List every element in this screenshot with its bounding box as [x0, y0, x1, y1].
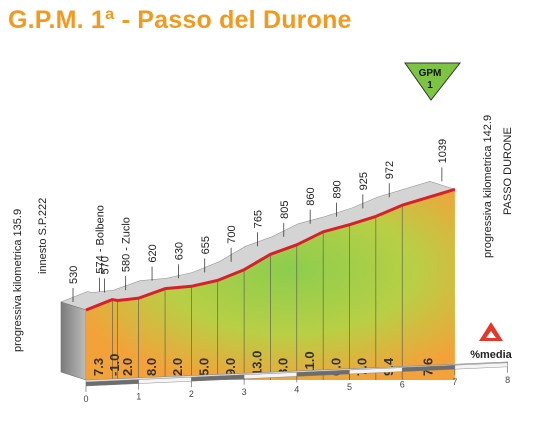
km-tick-label: 3 — [242, 387, 247, 397]
altitude-label: 765 — [252, 210, 264, 228]
logo-triangle-inner-icon — [486, 331, 496, 338]
altitude-label: 1039 — [437, 139, 449, 163]
profile-side-face — [60, 301, 87, 381]
km-tick-label: 2 — [189, 389, 194, 399]
chart-title: G.P.M. 1ª - Passo del Durone — [8, 6, 352, 34]
altitude-label: 630 — [173, 242, 185, 260]
km-tick-label: 8 — [505, 375, 510, 385]
gradient-label: 11.0 — [302, 351, 317, 376]
km-tick-label: 6 — [400, 380, 405, 390]
km-tick-label: 4 — [294, 384, 299, 394]
altitude-label: 530 — [68, 266, 80, 284]
end-annotation-pass: PASSO DURONE — [502, 127, 514, 215]
altitude-label: 620 — [147, 244, 159, 262]
media-logo: %media — [470, 322, 513, 361]
altitude-label: 574 - Bolbeno — [94, 205, 106, 274]
gpm-triangle — [404, 62, 462, 101]
gradient-label: 2.0 — [120, 358, 135, 376]
gradient-label: 2.0 — [170, 358, 185, 376]
altitude-label: 700 — [226, 225, 238, 243]
altitude-label: 570 — [100, 256, 112, 274]
altitude-label: 655 — [200, 236, 212, 254]
km-tick-label: 1 — [136, 392, 141, 402]
altitude-label: 860 — [305, 187, 317, 205]
altitude-label: 890 — [332, 180, 344, 198]
gradient-label: -1.0 — [107, 354, 122, 376]
altitude-label: 925 — [358, 172, 370, 190]
start-annotation-road: innesto S.P.222 — [37, 198, 49, 274]
gradient-label: 9.0 — [223, 358, 238, 376]
km-tick-label: 0 — [83, 394, 88, 404]
km-axis: 0 1 2 3 4 5 6 7 8 — [83, 361, 510, 404]
logo-text: %media — [470, 349, 512, 361]
gpm-label: GPM — [419, 68, 442, 79]
gradient-label: 7.3 — [91, 358, 106, 376]
km-tick-label: 5 — [347, 382, 352, 392]
gradient-label: 5.0 — [197, 358, 212, 376]
start-annotation-km: progressiva kilometrica 135.9 — [12, 209, 24, 352]
altitude-label: 580 - Zuclo — [121, 217, 133, 272]
altitude-label: 805 — [279, 200, 291, 218]
profile-area-group — [60, 181, 456, 381]
gradient-label: 8.0 — [144, 358, 159, 376]
altitude-label: 972 — [384, 161, 396, 179]
km-tick-label: 7 — [452, 377, 457, 387]
gpm-category: 1 — [427, 80, 433, 91]
end-annotation-km: progressiva kilometrica 142.9 — [482, 115, 494, 258]
gpm-badge: GPM 1 — [404, 62, 462, 101]
gradient-label: 13.0 — [249, 351, 264, 376]
profile-line — [85, 187, 456, 312]
